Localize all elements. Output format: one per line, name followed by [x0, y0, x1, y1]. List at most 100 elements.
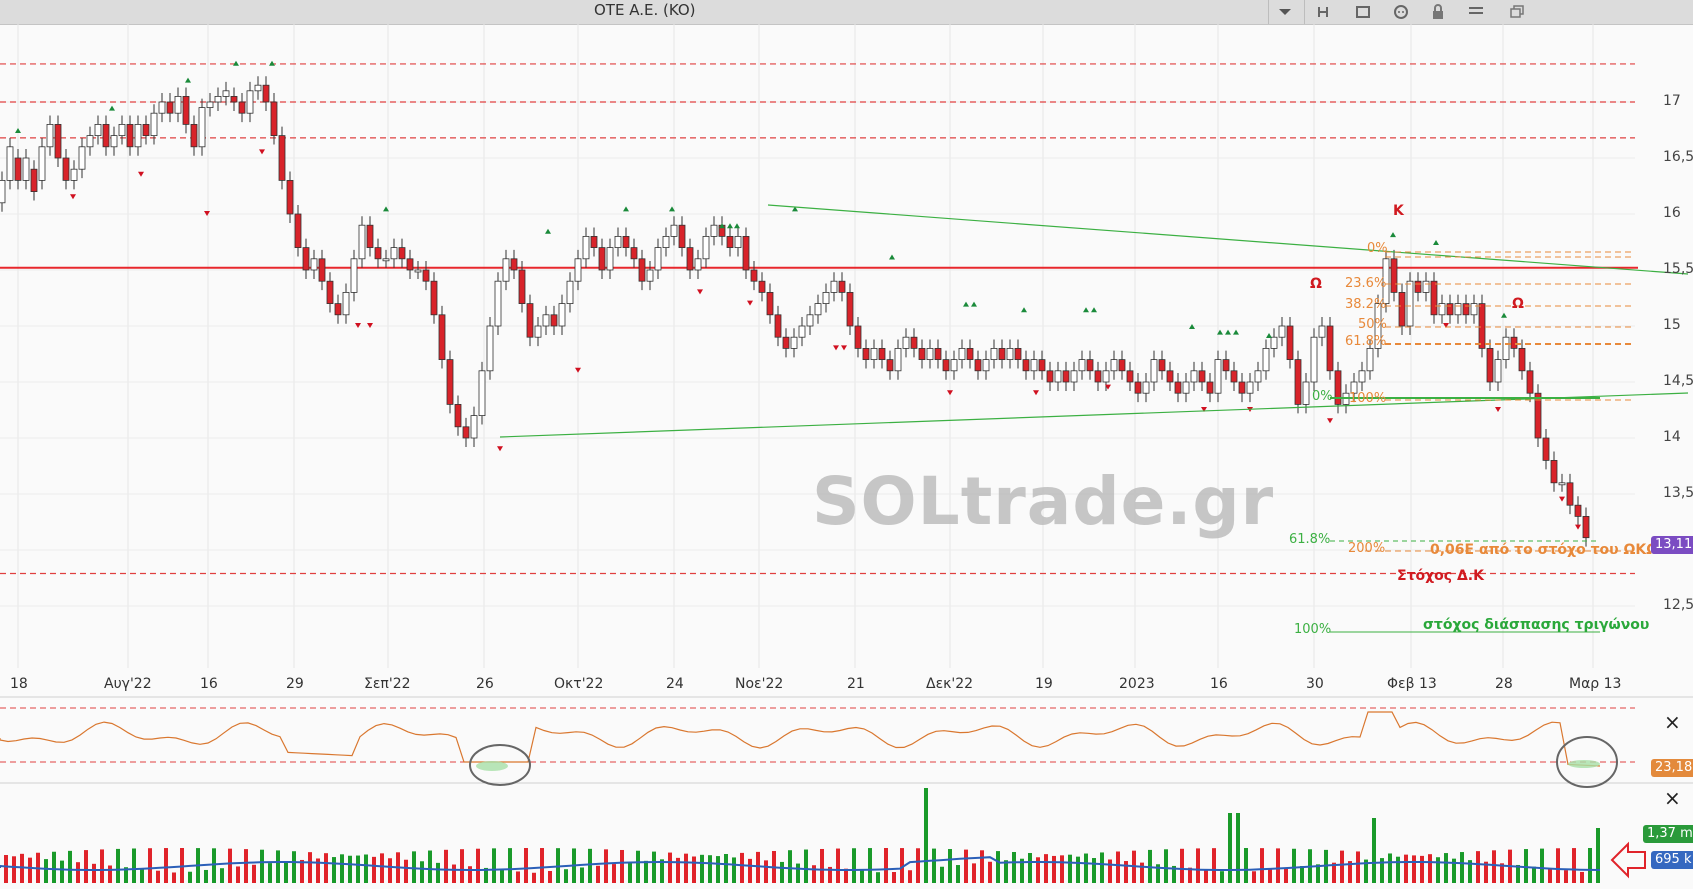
- y-axis-label: 16: [1663, 205, 1681, 221]
- x-axis-label: 19: [1035, 676, 1053, 692]
- fib-618-low: 61.8%: [1289, 532, 1331, 547]
- volume-bar: [1452, 858, 1456, 883]
- menu-icon[interactable]: [1459, 0, 1493, 24]
- candle-body: [1494, 359, 1502, 383]
- volume-close-button[interactable]: ×: [1664, 786, 1681, 810]
- candle-body: [222, 90, 230, 97]
- candle-body: [1030, 359, 1038, 372]
- candle-body: [470, 415, 478, 439]
- volume-bar: [132, 848, 136, 883]
- candle-body: [14, 157, 22, 181]
- fractal-down-marker: [747, 300, 753, 306]
- volume-bar: [964, 849, 968, 883]
- volume-bar: [444, 849, 448, 883]
- chat-icon[interactable]: [1384, 0, 1418, 24]
- candle-body: [886, 359, 894, 372]
- fractal-down-marker: [1443, 323, 1449, 328]
- candle-body: [638, 258, 646, 282]
- square-icon[interactable]: [1346, 0, 1380, 24]
- candle-body: [1310, 336, 1318, 383]
- volume-bar: [428, 850, 432, 883]
- candle-body: [934, 347, 942, 360]
- chevron-down-icon[interactable]: [1268, 0, 1302, 24]
- candle-body: [102, 124, 110, 148]
- fractal-down-marker: [1559, 496, 1565, 502]
- fractal-down-marker: [575, 367, 581, 373]
- fractal-down-marker: [841, 345, 847, 351]
- candle-body: [0, 179, 6, 204]
- fractal-up-marker: [1083, 307, 1089, 313]
- fractal-down-marker: [259, 149, 265, 155]
- candle-body: [118, 124, 126, 137]
- watermark: SOLtrade.gr: [812, 463, 1275, 540]
- volume-bar: [468, 866, 472, 883]
- candle-body: [1358, 370, 1366, 383]
- volume-bar: [348, 855, 352, 883]
- fib-50: 50%: [1358, 317, 1387, 332]
- volume-bar: [204, 869, 208, 883]
- volume-bar: [140, 868, 144, 883]
- candle-body: [702, 235, 710, 260]
- volume-bar: [700, 854, 704, 883]
- fractal-down-marker: [697, 289, 703, 295]
- fractal-down-marker: [1105, 384, 1111, 390]
- volume-bar: [92, 863, 96, 883]
- candle-body: [1390, 258, 1398, 293]
- restore-window-icon[interactable]: [1500, 0, 1534, 24]
- volume-bar: [1052, 855, 1056, 883]
- candle-body: [1430, 280, 1438, 316]
- volume-bar: [1260, 848, 1264, 883]
- volume-bar: [340, 854, 344, 883]
- volume-bar: [1596, 828, 1600, 883]
- candle-body: [1454, 303, 1462, 316]
- candle-body: [246, 90, 254, 114]
- candle-body: [1222, 359, 1230, 372]
- y-axis-label: 15: [1663, 317, 1681, 333]
- y-axis-label: 13,5: [1663, 485, 1693, 501]
- candle-body: [1262, 347, 1270, 372]
- candle-body: [1006, 347, 1014, 360]
- volume-bar: [876, 872, 880, 883]
- candle-body: [190, 124, 198, 148]
- candle-body: [614, 235, 622, 248]
- fractal-up-marker: [889, 254, 895, 260]
- candle-body: [318, 258, 326, 282]
- candle-body: [598, 247, 606, 271]
- volume-bar: [1364, 859, 1368, 883]
- fractal-up-marker: [545, 228, 551, 234]
- volume-bar: [220, 868, 224, 883]
- candle-body: [438, 314, 446, 360]
- x-axis-label: Σεπ'22: [364, 676, 411, 692]
- volume-bar: [740, 852, 744, 883]
- candle-body: [22, 157, 30, 181]
- candle-body: [62, 157, 70, 181]
- candle-body: [1566, 482, 1574, 506]
- candle-body: [926, 347, 934, 360]
- volume-bar: [268, 863, 272, 883]
- candle-body: [126, 124, 134, 148]
- candle-body: [286, 179, 294, 215]
- lock-icon[interactable]: [1421, 0, 1455, 24]
- h-icon[interactable]: [1306, 0, 1340, 24]
- volume-bar: [1516, 864, 1520, 883]
- volume-bar: [300, 859, 304, 883]
- rsi-close-button[interactable]: ×: [1664, 710, 1681, 734]
- volume-bar: [844, 868, 848, 883]
- candle-body: [1150, 359, 1158, 383]
- fib-200: 200%: [1348, 541, 1386, 556]
- fib-0: 0%: [1367, 241, 1388, 256]
- fractal-down-marker: [70, 194, 76, 200]
- trend-lines: [499, 204, 1689, 633]
- fractal-down-marker: [833, 345, 839, 351]
- candle-body: [1102, 370, 1110, 383]
- candle-body: [806, 314, 814, 327]
- fractal-down-marker: [1495, 407, 1501, 412]
- volume-bar: [452, 864, 456, 883]
- volume-bar: [804, 849, 808, 883]
- candle-body: [958, 347, 966, 360]
- candle-body: [630, 247, 638, 260]
- volume-bar: [1460, 852, 1464, 883]
- candle-body: [1166, 370, 1174, 383]
- candle-body: [558, 303, 566, 327]
- candle-body: [1534, 392, 1542, 439]
